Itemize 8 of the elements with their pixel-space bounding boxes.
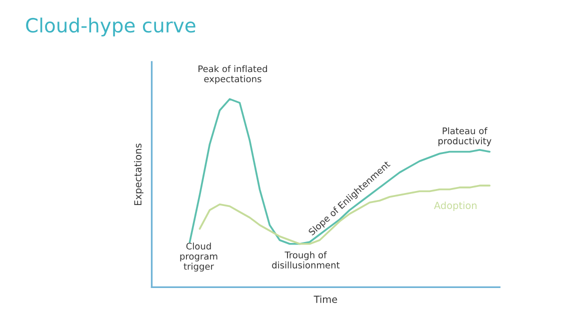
x-axis-title: Time — [314, 295, 338, 304]
series-label: Adoption — [434, 202, 477, 211]
annotation: Trough of disillusionment — [272, 251, 340, 268]
y-axis-title: Expectations — [134, 144, 144, 206]
chart-title: Cloud-hype curve — [26, 18, 196, 36]
annotation: Plateau of productivity — [438, 127, 492, 146]
text: Peak of inflated expectations — [198, 65, 267, 84]
annotation: Cloud program trigger — [180, 242, 218, 272]
